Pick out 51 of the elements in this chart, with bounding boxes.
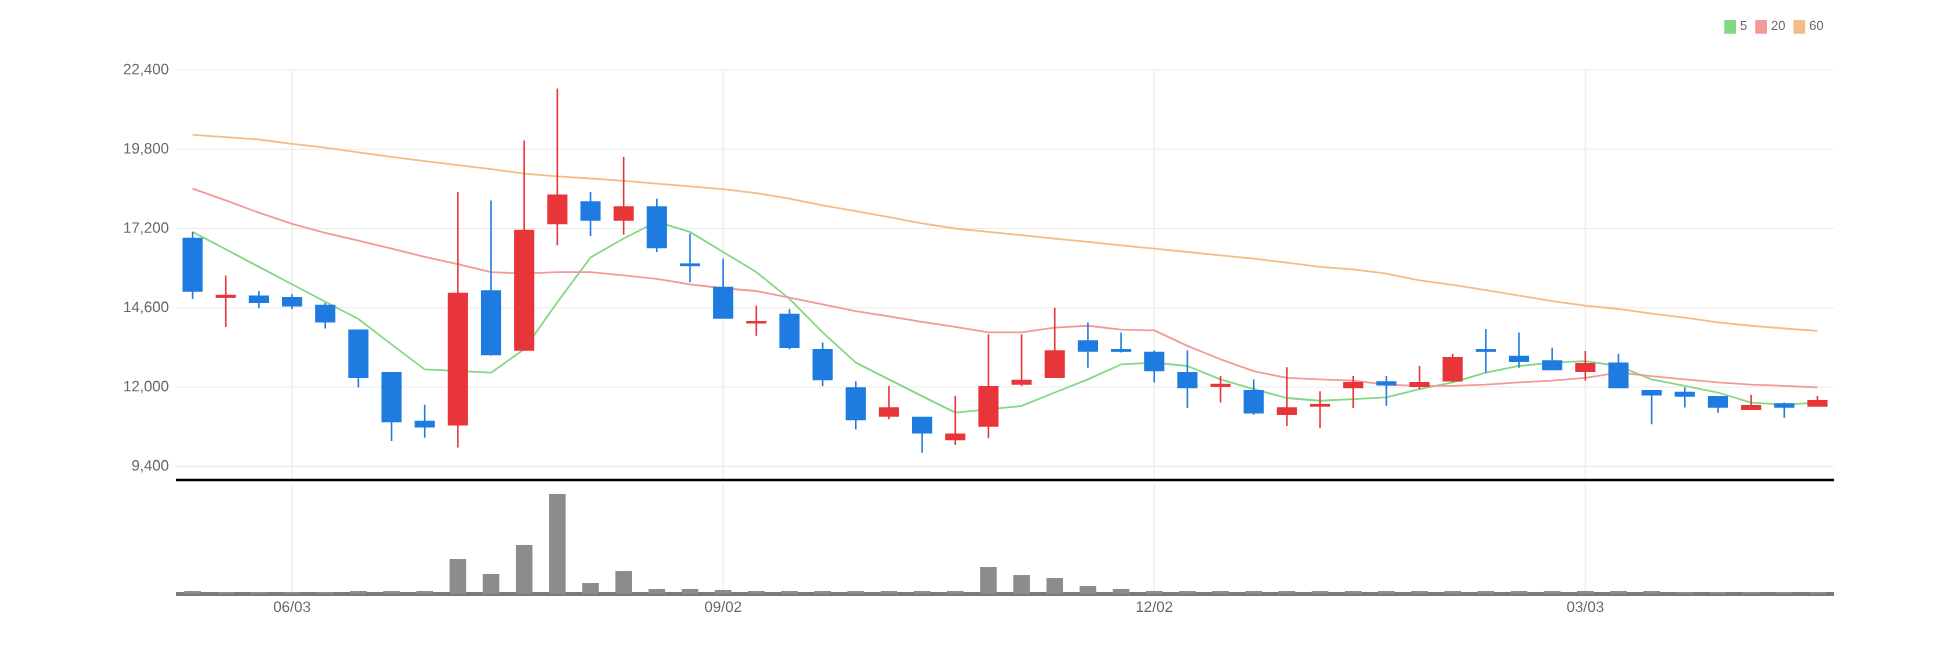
candlestick [1608, 353, 1629, 389]
candlestick [1575, 350, 1596, 382]
candlestick [1343, 375, 1364, 409]
candlestick [679, 232, 701, 283]
candlestick [1309, 390, 1331, 429]
bar [515, 545, 533, 594]
bar [482, 574, 500, 594]
candlestick [646, 197, 667, 253]
candlestick [978, 333, 999, 440]
candlestick [1011, 333, 1032, 387]
candlestick [1110, 331, 1132, 354]
bar [582, 583, 599, 594]
candlestick [580, 191, 601, 237]
bar [449, 559, 467, 594]
line-series [191, 134, 1819, 332]
candlestick [912, 416, 933, 454]
candlestick [746, 304, 767, 337]
bar [1079, 586, 1097, 594]
candlestick [713, 257, 734, 319]
candlestick [613, 156, 634, 236]
candlestick [812, 341, 833, 387]
candlestick [547, 87, 568, 247]
candlestick [1144, 349, 1165, 384]
candlestick [878, 385, 900, 421]
candlestick [315, 302, 336, 330]
candlestick [1542, 346, 1563, 371]
candlestick [1077, 321, 1098, 369]
candlestick [779, 308, 800, 351]
candlestick [348, 329, 369, 389]
candlestick [414, 403, 435, 439]
bar [1046, 578, 1064, 594]
candlestick [1177, 349, 1198, 409]
candlestick [1276, 366, 1297, 427]
bar [615, 571, 632, 594]
candlestick [1409, 365, 1430, 390]
candlestick [1044, 306, 1065, 379]
candlestick [1674, 386, 1695, 409]
candlestick [1442, 353, 1463, 383]
bar [980, 567, 997, 594]
candlestick [1508, 331, 1530, 369]
candlestick [1475, 328, 1496, 374]
bar [549, 494, 566, 594]
candlestick [1376, 375, 1397, 407]
candlestick [1210, 375, 1231, 404]
candlestick [1641, 389, 1662, 426]
bar [1013, 575, 1030, 594]
candlestick [1243, 378, 1264, 416]
candlestick [945, 395, 966, 446]
candlestick [845, 380, 866, 431]
line-series [191, 187, 1819, 389]
candlestick [215, 274, 236, 328]
